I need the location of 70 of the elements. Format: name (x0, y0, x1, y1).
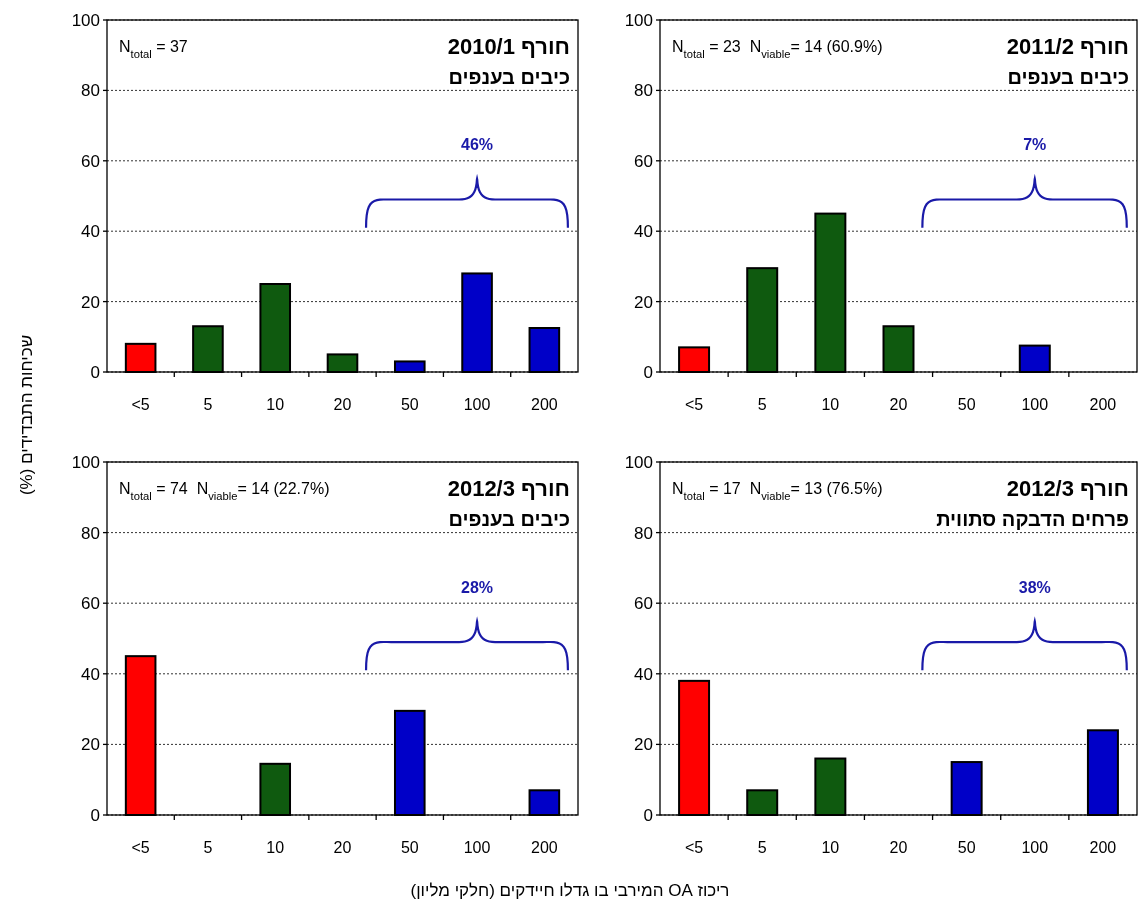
annotation: N$_{total}$ = 23 N$_{viable}$= 14 (60.9%) (672, 38, 883, 60)
x-tick-label: 200 (531, 839, 558, 856)
text: כיבים בענפים (448, 66, 570, 88)
x-tick-label: 100 (463, 396, 491, 413)
annotation: 46% (461, 136, 494, 154)
x-tick-label: 20 (333, 839, 352, 856)
x-tick-label: 10 (821, 396, 840, 413)
text: כיבים בענפים (448, 508, 570, 530)
annotation: N$_{total}$ = 17 N$_{viable}$= 13 (76.5%) (672, 480, 883, 502)
annotation: N$_{total}$ = 37 (119, 38, 188, 60)
x-tick-label: <5 (131, 839, 150, 856)
annotation: N$_{total}$ = 74 N$_{viable}$= 14 (22.7%) (119, 480, 330, 502)
text: חורף 2012/3 (447, 476, 570, 501)
x-tick-label: 20 (889, 396, 908, 413)
y-tick-label: 0 (90, 806, 100, 825)
y-tick-label: 40 (634, 222, 653, 242)
y-tick-label: 100 (71, 11, 100, 30)
x-tick-label: 10 (266, 839, 285, 856)
x-tick-label: 50 (957, 396, 976, 413)
x-tick-label: 5 (203, 396, 213, 413)
x-tick-label: 200 (531, 396, 558, 413)
x-tick-label: 20 (889, 839, 908, 856)
y-axis-title: שכיחות התבדידים (%) (17, 334, 36, 496)
y-tick-label: 20 (634, 735, 653, 755)
x-tick-label: <5 (131, 396, 150, 413)
text: כיבים בענפים (1007, 66, 1129, 88)
x-tick-label: 200 (1089, 396, 1117, 413)
x-axis-title: ריכוז OA המירבי בו גדלו חיידקים (חלקי מליון) (410, 881, 730, 900)
x-tick-label: 200 (1089, 839, 1117, 856)
y-tick-label: 60 (81, 594, 100, 614)
x-tick-label: 20 (333, 396, 352, 413)
y-tick-label: 100 (624, 453, 653, 472)
annotation: 28% (461, 578, 494, 596)
y-tick-label: 20 (81, 292, 100, 312)
text: פרחים הדבקה סתווית (936, 508, 1129, 530)
x-tick-label: <5 (684, 839, 704, 856)
y-tick-label: 0 (643, 806, 653, 825)
x-tick-label: 100 (463, 839, 491, 856)
annotation: 7% (1023, 136, 1047, 154)
x-tick-label: 50 (400, 839, 419, 856)
y-tick-label: 40 (634, 664, 653, 684)
y-tick-label: 40 (81, 222, 100, 242)
x-tick-label: 100 (1021, 396, 1049, 413)
x-tick-label: 5 (203, 839, 213, 856)
x-tick-label: 50 (400, 396, 419, 413)
y-tick-label: 100 (624, 11, 653, 30)
y-tick-label: 60 (634, 594, 653, 614)
text: חורף 2012/3 (1006, 476, 1129, 501)
x-tick-label: 50 (957, 839, 976, 856)
y-tick-label: 80 (634, 523, 653, 543)
y-tick-label: 0 (643, 363, 653, 382)
annotation: 38% (1018, 578, 1051, 596)
x-tick-label: 5 (757, 396, 767, 413)
y-tick-label: 0 (90, 363, 100, 382)
y-tick-label: 40 (81, 664, 100, 684)
y-tick-label: 80 (81, 523, 100, 543)
y-tick-label: 100 (71, 453, 100, 472)
y-tick-label: 20 (81, 735, 100, 755)
y-tick-label: 80 (634, 81, 653, 101)
y-tick-label: 80 (81, 81, 100, 101)
x-tick-label: 5 (757, 839, 767, 856)
y-tick-label: 60 (634, 151, 653, 171)
x-tick-label: 100 (1021, 839, 1049, 856)
x-tick-label: <5 (684, 396, 704, 413)
x-tick-label: 10 (821, 839, 840, 856)
text: חורף 2011/2 (1006, 34, 1129, 59)
x-tick-label: 10 (266, 396, 285, 413)
y-tick-label: 20 (634, 292, 653, 312)
y-tick-label: 60 (81, 151, 100, 171)
text: חורף 2010/1 (447, 34, 570, 59)
